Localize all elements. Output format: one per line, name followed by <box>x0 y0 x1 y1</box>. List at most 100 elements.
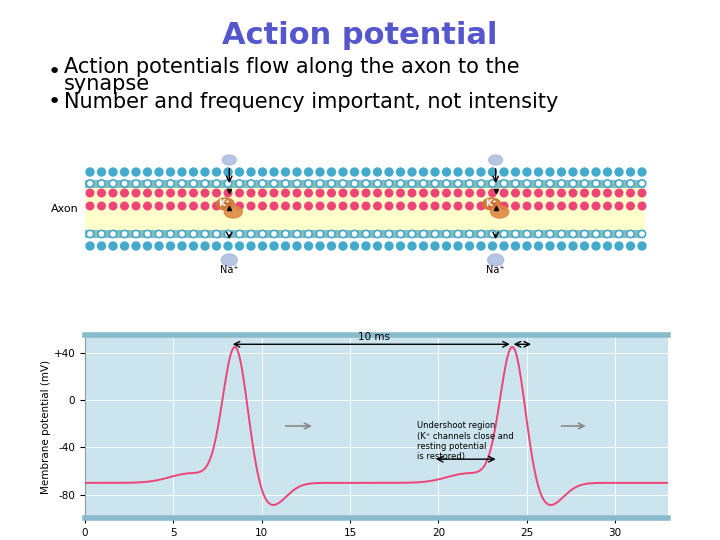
Circle shape <box>444 181 449 186</box>
Circle shape <box>397 242 405 250</box>
Circle shape <box>525 232 529 236</box>
Circle shape <box>282 202 289 210</box>
Ellipse shape <box>224 206 242 218</box>
Circle shape <box>546 180 554 187</box>
Circle shape <box>282 180 289 187</box>
Circle shape <box>238 232 242 236</box>
Circle shape <box>454 242 462 250</box>
Circle shape <box>307 181 310 186</box>
Circle shape <box>224 189 232 197</box>
Circle shape <box>592 242 600 250</box>
Circle shape <box>582 232 587 236</box>
Circle shape <box>224 242 232 250</box>
Circle shape <box>351 180 359 187</box>
Circle shape <box>629 181 633 186</box>
Circle shape <box>466 242 474 250</box>
Circle shape <box>374 230 382 238</box>
Text: Action potential: Action potential <box>222 21 498 50</box>
Circle shape <box>178 242 186 250</box>
Circle shape <box>511 168 520 176</box>
Text: Na⁺: Na⁺ <box>486 265 505 275</box>
Circle shape <box>594 232 598 236</box>
Circle shape <box>156 180 163 187</box>
Circle shape <box>408 202 416 210</box>
Ellipse shape <box>489 155 503 165</box>
Circle shape <box>111 181 115 186</box>
Circle shape <box>179 189 186 197</box>
Circle shape <box>500 230 508 238</box>
Circle shape <box>98 230 105 238</box>
Circle shape <box>512 189 519 197</box>
Circle shape <box>626 180 634 187</box>
Circle shape <box>189 242 197 250</box>
Bar <box>85 230 645 238</box>
Circle shape <box>606 232 610 236</box>
Text: Axon: Axon <box>51 204 79 214</box>
Circle shape <box>500 189 508 197</box>
Circle shape <box>374 168 382 176</box>
Circle shape <box>603 202 611 210</box>
Ellipse shape <box>222 155 236 165</box>
Circle shape <box>339 202 347 210</box>
Circle shape <box>261 181 264 186</box>
Circle shape <box>375 232 379 236</box>
Circle shape <box>523 202 531 210</box>
Circle shape <box>546 242 554 250</box>
Circle shape <box>270 180 278 187</box>
Circle shape <box>88 232 92 236</box>
Circle shape <box>490 181 495 186</box>
Circle shape <box>479 232 483 236</box>
Circle shape <box>180 232 184 236</box>
Circle shape <box>341 181 345 186</box>
Circle shape <box>145 232 150 236</box>
Circle shape <box>144 180 151 187</box>
Circle shape <box>352 232 356 236</box>
Circle shape <box>155 168 163 176</box>
Circle shape <box>433 181 437 186</box>
Circle shape <box>132 242 140 250</box>
Circle shape <box>617 232 621 236</box>
Circle shape <box>143 168 151 176</box>
Circle shape <box>410 181 414 186</box>
Circle shape <box>433 232 437 236</box>
Circle shape <box>295 232 299 236</box>
Circle shape <box>352 181 356 186</box>
Circle shape <box>431 230 438 238</box>
Circle shape <box>408 230 416 238</box>
Circle shape <box>284 181 287 186</box>
Circle shape <box>109 202 117 210</box>
Circle shape <box>192 232 196 236</box>
Circle shape <box>571 181 575 186</box>
Circle shape <box>305 230 312 238</box>
Circle shape <box>330 181 333 186</box>
Text: K⁺: K⁺ <box>485 199 497 208</box>
Circle shape <box>548 232 552 236</box>
Circle shape <box>270 168 278 176</box>
Circle shape <box>270 202 278 210</box>
Circle shape <box>156 189 163 197</box>
Circle shape <box>421 181 426 186</box>
Y-axis label: Membrane potential (mV): Membrane potential (mV) <box>41 360 50 494</box>
Circle shape <box>559 232 564 236</box>
Circle shape <box>535 189 542 197</box>
Circle shape <box>201 180 209 187</box>
Text: Action potentials flow along the axon to the: Action potentials flow along the axon to… <box>64 57 520 77</box>
Circle shape <box>328 168 336 176</box>
Circle shape <box>201 168 209 176</box>
Circle shape <box>339 230 347 238</box>
Circle shape <box>443 189 450 197</box>
Circle shape <box>98 202 105 210</box>
Circle shape <box>580 242 588 250</box>
Circle shape <box>86 202 94 210</box>
Circle shape <box>99 232 104 236</box>
Circle shape <box>86 168 94 176</box>
Circle shape <box>477 230 485 238</box>
Text: K⁺: K⁺ <box>218 199 230 208</box>
Circle shape <box>305 189 312 197</box>
Circle shape <box>212 189 220 197</box>
Circle shape <box>167 180 174 187</box>
Circle shape <box>247 202 255 210</box>
Circle shape <box>477 180 485 187</box>
Circle shape <box>581 180 588 187</box>
Circle shape <box>120 168 128 176</box>
